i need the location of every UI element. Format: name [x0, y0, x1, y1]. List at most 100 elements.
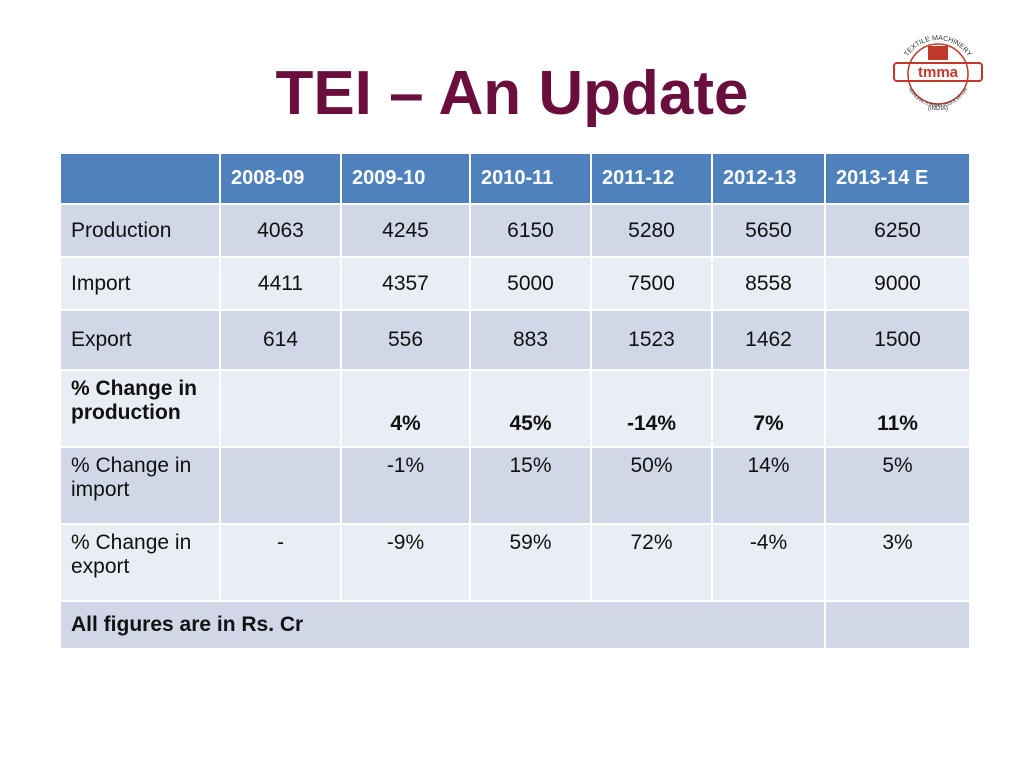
- cell-text: 6250: [874, 218, 921, 242]
- data-cell: 556: [342, 311, 469, 369]
- row-label: % Change in production: [61, 371, 219, 446]
- header-cell: 2009-10: [342, 154, 469, 203]
- cell-text: 14%: [747, 454, 790, 477]
- cell-text: 4411: [257, 271, 304, 295]
- cell-text: Import: [71, 271, 131, 295]
- cell-text: 59%: [509, 531, 552, 554]
- data-cell: -: [221, 525, 340, 600]
- data-cell: 15%: [471, 448, 590, 523]
- data-cell: 4411: [221, 258, 340, 309]
- cell-text: 1500: [874, 328, 921, 351]
- cell-text: -: [277, 531, 284, 554]
- data-cell: 4%: [342, 371, 469, 446]
- cell-text: 4357: [382, 271, 429, 295]
- data-cell: 1523: [592, 311, 711, 369]
- logo-bottom: MANUFACTURERS ASSOCIATION: [908, 87, 969, 108]
- cell-text: 5650: [745, 218, 792, 242]
- cell-text: 8558: [745, 271, 792, 295]
- cell-text: 2011-12: [602, 167, 675, 189]
- cell-text: Export: [71, 328, 132, 351]
- cell-text: -9%: [386, 531, 425, 554]
- data-cell: -4%: [713, 525, 824, 600]
- data-cell: 883: [471, 311, 590, 369]
- logo-country: (INDIA): [928, 106, 948, 112]
- cell-text: Production: [71, 218, 172, 242]
- data-cell: 5650: [713, 205, 824, 256]
- cell-text: 15%: [509, 454, 552, 477]
- row-label: % Change in import: [61, 448, 219, 523]
- data-cell: 11%: [826, 371, 969, 446]
- data-cell: 14%: [713, 448, 824, 523]
- cell-text: -4%: [749, 531, 788, 554]
- data-cell: 5000: [471, 258, 590, 309]
- data-cell: 5%: [826, 448, 969, 523]
- cell-text: 2009-10: [352, 167, 426, 189]
- cell-text: 11%: [877, 412, 918, 435]
- cell-text: 5000: [507, 271, 554, 295]
- row-label: Import: [61, 258, 219, 309]
- cell-text: -14%: [626, 412, 677, 435]
- cell-text: All figures are in Rs. Cr: [71, 613, 304, 636]
- data-cell: 1462: [713, 311, 824, 369]
- cell-text: 7%: [753, 412, 784, 435]
- data-cell: 614: [221, 311, 340, 369]
- data-cell: 6250: [826, 205, 969, 256]
- footer-cell: [826, 602, 969, 648]
- header-cell: 2010-11: [471, 154, 590, 203]
- data-cell: -9%: [342, 525, 469, 600]
- data-cell: 72%: [592, 525, 711, 600]
- cell-text: 50%: [630, 454, 673, 477]
- data-cell: 7500: [592, 258, 711, 309]
- data-cell: 1500: [826, 311, 969, 369]
- cell-text: 3%: [882, 531, 913, 554]
- cell-text: 45%: [509, 412, 552, 435]
- cell-text: 2008-09: [231, 167, 305, 189]
- data-cell: 9000: [826, 258, 969, 309]
- cell-text: 1462: [745, 328, 792, 351]
- cell-text: % Change in production: [71, 377, 198, 424]
- cell-text: 9000: [874, 271, 921, 295]
- cell-text: 1523: [628, 328, 675, 351]
- header-cell: 2013-14 E: [826, 154, 969, 203]
- logo: TEXTILE MACHINERY tmma MANUFACTURERS ASS…: [893, 35, 983, 112]
- data-cell: 4063: [221, 205, 340, 256]
- data-cell: 4357: [342, 258, 469, 309]
- cell-text: 6150: [507, 218, 554, 242]
- data-cell: 45%: [471, 371, 590, 446]
- data-cell: 5280: [592, 205, 711, 256]
- cell-text: % Change in export: [71, 531, 192, 578]
- header-cell: 2012-13: [713, 154, 824, 203]
- data-cell: [221, 448, 340, 523]
- logo-ring: [907, 43, 969, 105]
- row-label: % Change in export: [61, 525, 219, 600]
- data-cell: 3%: [826, 525, 969, 600]
- cell-text: 7500: [628, 271, 675, 295]
- row-label: Export: [61, 311, 219, 369]
- data-cell: 4245: [342, 205, 469, 256]
- cell-text: 556: [387, 328, 424, 351]
- cell-text: 2013-14 E: [836, 167, 929, 189]
- slide-title: TEI – An Update: [275, 59, 749, 128]
- cell-text: 614: [262, 328, 299, 351]
- cell-text: 4245: [382, 218, 429, 242]
- cell-text: 5%: [882, 454, 913, 477]
- logo-machine: [928, 46, 948, 60]
- cell-text: 5280: [628, 218, 675, 242]
- cell-text: 883: [512, 328, 549, 351]
- cell-text: 72%: [630, 531, 673, 554]
- cell-text: 4%: [390, 412, 421, 435]
- cell-text: % Change in import: [71, 454, 192, 501]
- header-cell: [61, 154, 219, 203]
- logo-mark: tmma: [918, 64, 959, 81]
- row-label: Production: [61, 205, 219, 256]
- data-cell: -1%: [342, 448, 469, 523]
- cell-text: 2012-13: [723, 167, 797, 189]
- data-cell: 7%: [713, 371, 824, 446]
- cell-text: 2010-11: [481, 167, 554, 189]
- header-cell: 2008-09: [221, 154, 340, 203]
- logo-band: [893, 62, 983, 82]
- data-cell: 59%: [471, 525, 590, 600]
- header-cell: 2011-12: [592, 154, 711, 203]
- cell-text: 4063: [257, 218, 304, 242]
